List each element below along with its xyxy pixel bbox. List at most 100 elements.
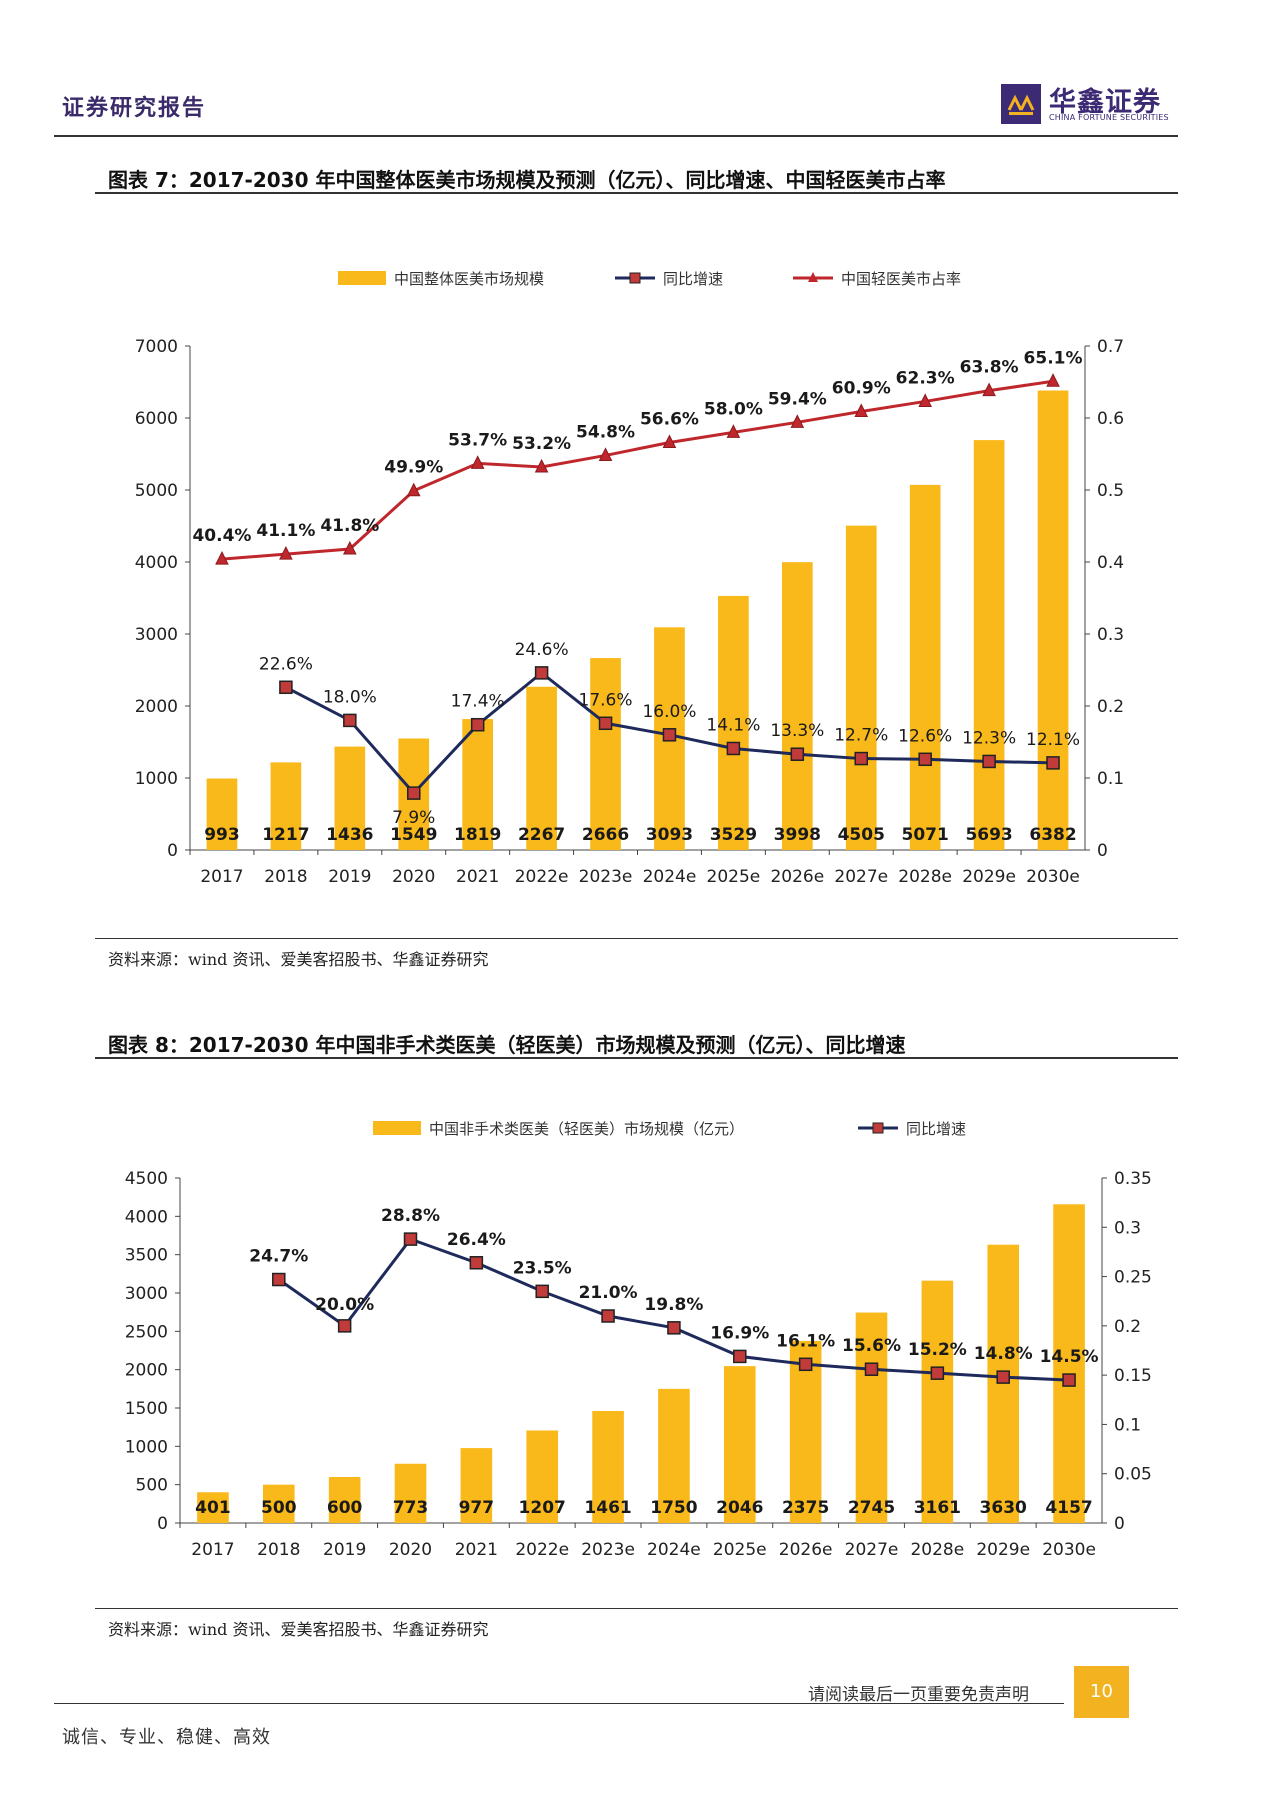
bar [1037,390,1069,850]
growth-point [469,1256,484,1270]
growth-value-label: 18.0% [323,687,377,707]
figure7-chart: 0 1000 2000 3000 4000 5000 6000 7000 0 0.1 0.2 0.3 0… [135,270,1124,887]
bar [526,1430,559,1523]
growth-value-label: 14.1% [706,715,760,735]
right-tick-label: 0 [1097,841,1108,861]
bar-value-label: 5693 [965,825,1012,845]
share-point [406,482,421,497]
right-tick-label: 0.7 [1097,337,1124,357]
logo-text-cn: 华鑫证券 [1049,87,1161,118]
bar [1053,1204,1085,1523]
x-tick-label: 2019 [328,867,371,887]
bar [197,1492,229,1523]
right-tick-label: 0.5 [1097,481,1124,501]
share-point [918,393,932,407]
growth-value-label: 15.6% [842,1336,901,1356]
bar-value-label: 500 [261,1498,297,1518]
bar-value-label: 773 [393,1498,429,1518]
page-number: 10 [1074,1666,1129,1718]
header-divider [54,135,1178,137]
growth-value-label: 21.0% [579,1283,638,1303]
growth-point [864,1362,879,1376]
growth-point [279,680,293,695]
growth-value-label: 16.1% [776,1331,835,1351]
share-value-label: 60.9% [832,379,891,399]
left-tick-label: 1500 [125,1399,168,1419]
company-logo: 华鑫证券 CHINA FORTUNE SECURITIES [1001,82,1171,126]
bar-value-label: 2267 [518,825,565,845]
share-point [726,424,741,438]
x-tick-label: 2026e [779,1540,833,1560]
x-tick-label: 2023e [581,1540,635,1560]
growth-value-label: 17.4% [451,692,505,712]
x-tick-label: 2028e [898,867,952,887]
growth-value-label: 28.8% [381,1206,440,1226]
share-point [598,447,613,461]
left-tick-label: 4000 [125,1207,168,1227]
left-tick-label: 2000 [125,1361,168,1381]
x-tick-label: 2018 [257,1540,300,1560]
share-point [343,540,357,555]
share-point [534,458,549,473]
x-tick-label: 2025e [707,867,761,887]
x-tick-label: 2021 [455,1540,498,1560]
share-value-label: 53.7% [448,430,507,450]
bar [909,484,941,850]
bar [658,1388,690,1523]
growth-point [601,1309,615,1323]
x-tick-label: 2021 [456,867,499,887]
x-tick-label: 2023e [579,867,633,887]
x-tick-label: 2027e [845,1540,899,1560]
growth-value-label: 14.8% [974,1344,1033,1364]
share-point [790,414,805,428]
growth-point [798,1357,813,1372]
logo-text-en: CHINA FORTUNE SECURITIES [1049,113,1169,122]
bar-value-label: 1436 [326,825,373,845]
bar-value-label: 6382 [1029,825,1076,845]
growth-value-label: 24.6% [515,640,569,660]
share-value-label: 65.1% [1024,348,1083,368]
share-value-label: 58.0% [704,399,763,419]
x-tick-label: 2020 [392,867,435,887]
growth-point [534,666,549,680]
bar-value-label: 1207 [519,1498,566,1518]
bar-value-label: 2046 [716,1498,763,1518]
bar [328,1477,361,1523]
logo-mark-icon [1001,84,1041,124]
right-tick-label: 0.05 [1114,1465,1152,1485]
share-point [854,403,869,418]
right-tick-label: 0.25 [1114,1268,1152,1288]
left-tick-label: 2000 [135,697,178,717]
left-tick-label: 7000 [135,337,178,357]
bar-value-label: 401 [195,1498,231,1518]
left-tick-label: 1000 [125,1437,168,1457]
growth-value-label: 23.5% [513,1258,572,1278]
share-value-label: 63.8% [960,358,1019,378]
left-tick-label: 5000 [135,481,178,501]
legend-label: 中国非手术类医美（轻医美）市场规模（亿元） [429,1120,744,1138]
right-tick-label: 0 [1114,1514,1125,1534]
disclaimer-note: 请阅读最后一页重要免责声明 [808,1685,1029,1705]
growth-value-label: 19.8% [644,1295,703,1315]
right-tick-label: 0.3 [1097,625,1124,645]
growth-point [918,752,932,767]
x-tick-label: 2017 [200,867,243,887]
bar [789,1340,822,1523]
x-tick-label: 2024e [643,867,697,887]
bar [334,746,366,850]
share-value-label: 40.4% [192,526,251,546]
right-tick-label: 0.1 [1097,769,1124,789]
growth-value-label: 7.9% [392,808,435,828]
left-tick-label: 0 [157,1514,168,1534]
growth-point [470,717,485,732]
share-value-label: 41.8% [320,516,379,536]
growth-point [996,1370,1010,1384]
growth-point [1062,1373,1076,1387]
x-tick-label: 2030e [1042,1540,1096,1560]
bar [206,778,238,850]
figure7-source-divider [95,938,1178,939]
bar [718,595,749,850]
growth-value-label: 16.9% [710,1323,769,1343]
right-tick-label: 0.1 [1114,1415,1141,1435]
right-tick-label: 0.4 [1097,553,1124,573]
